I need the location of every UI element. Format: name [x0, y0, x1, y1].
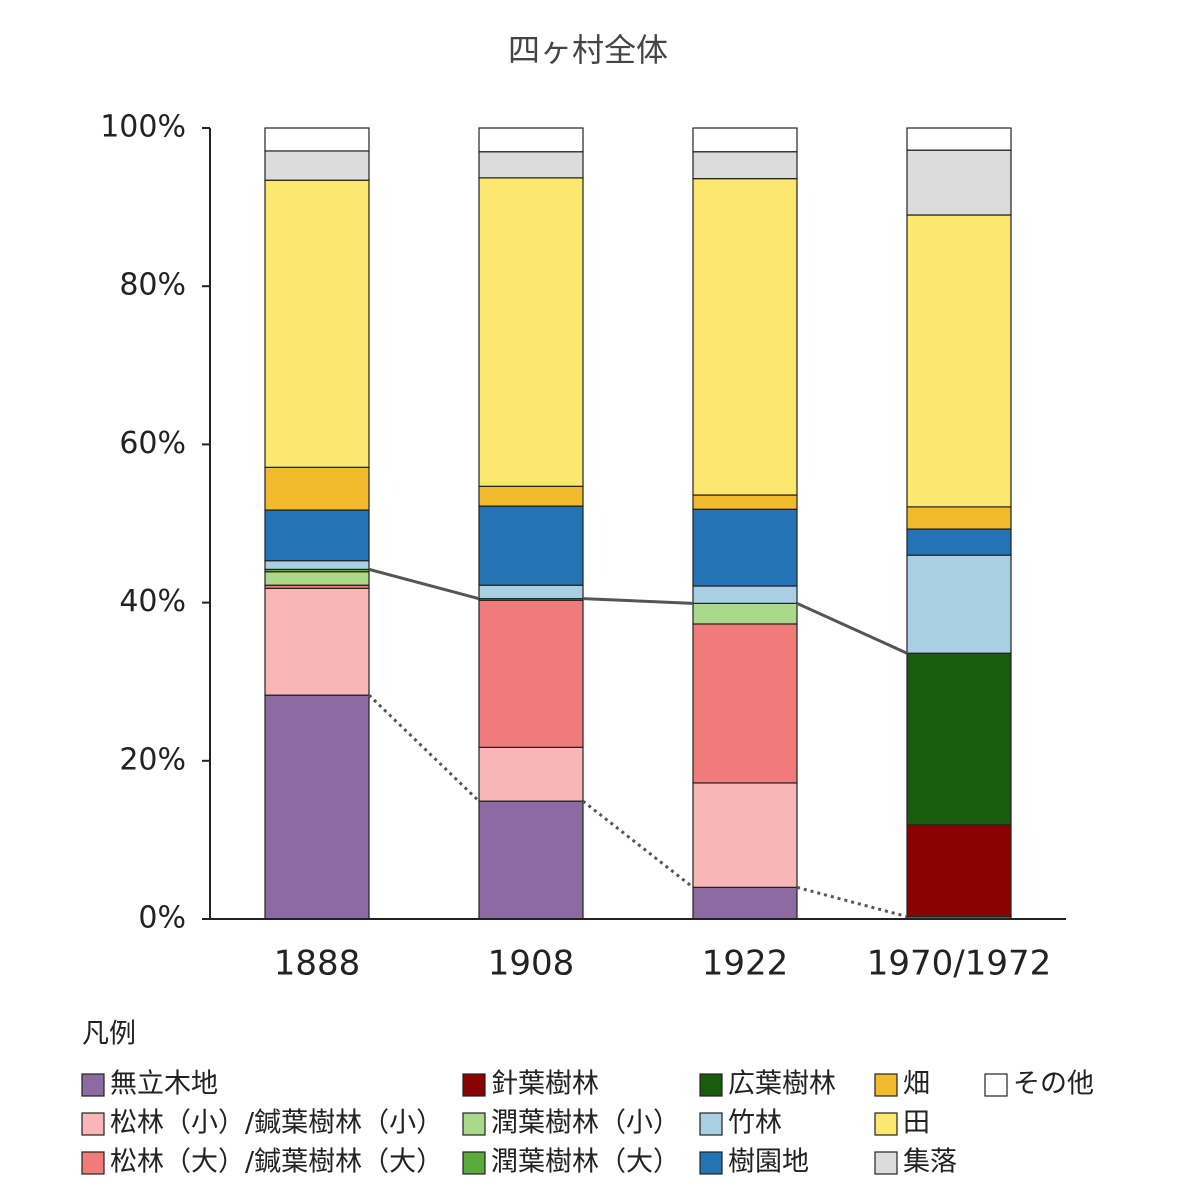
legend-label: 無立木地 [110, 1069, 218, 1100]
bar-segment [692, 602, 798, 625]
bar-segment [264, 694, 370, 920]
trend-connector [796, 885, 908, 919]
y-tick-label: 40% [119, 584, 186, 619]
bar-segment [692, 886, 798, 920]
bar-segment [692, 151, 798, 180]
bar-segment [264, 150, 370, 181]
bar-segment [478, 599, 584, 748]
bar-segment [478, 151, 584, 179]
legend-label: その他 [1013, 1069, 1094, 1100]
trend-connector [796, 602, 908, 655]
bar-segment [692, 508, 798, 587]
legend-label: 竹林 [728, 1108, 782, 1139]
legend-label: 松林（大）/鍼葉樹林（大） [110, 1147, 443, 1178]
x-tick-label: 1970/1972 [867, 944, 1052, 984]
legend-swatch [462, 1073, 486, 1097]
bar-segment [264, 560, 370, 570]
legend-swatch [81, 1073, 105, 1097]
bar-segment [478, 177, 584, 487]
bar-segment [692, 585, 798, 604]
bar-segment [478, 584, 584, 600]
legend-label: 針葉樹林 [491, 1069, 599, 1100]
legend-title: 凡例 [82, 1019, 136, 1050]
legend-label: 田 [903, 1108, 930, 1139]
legend-swatch [874, 1151, 898, 1175]
bar-segment [906, 652, 1012, 826]
legend-swatch [874, 1112, 898, 1136]
x-tick-label: 1908 [488, 944, 575, 984]
bar-segment [478, 127, 584, 153]
bar-segment [264, 179, 370, 468]
bar-segment [906, 554, 1012, 654]
y-tick-label: 100% [100, 110, 186, 145]
legend-label: 広葉樹林 [728, 1069, 836, 1100]
legend-label: 畑 [903, 1069, 930, 1100]
bar-segment [478, 746, 584, 802]
legend-label: 集落 [903, 1147, 957, 1178]
trend-connector [582, 799, 694, 889]
trend-connector [582, 597, 694, 605]
legend-swatch [984, 1073, 1008, 1097]
bar-segment [906, 149, 1012, 216]
x-tick-label: 1888 [274, 944, 361, 984]
legend-label: 潤葉樹林（小） [491, 1108, 680, 1139]
bar-segment [692, 494, 798, 510]
legend-label: 潤葉樹林（大） [491, 1147, 680, 1178]
bar-segment [478, 505, 584, 586]
legend-swatch [699, 1112, 723, 1136]
bar-segment [906, 824, 1012, 918]
bar-segment [264, 587, 370, 696]
bar-segment [692, 623, 798, 784]
legend-swatch [699, 1151, 723, 1175]
legend-label: 樹園地 [728, 1147, 809, 1178]
bar-segment [692, 178, 798, 496]
bar-segment [906, 506, 1012, 530]
bar-segment [478, 485, 584, 507]
legend-swatch [874, 1073, 898, 1097]
bar-segment [264, 127, 370, 152]
y-tick-label: 0% [138, 901, 186, 936]
bar-segment [692, 127, 798, 153]
bar-segment [906, 214, 1012, 508]
bar-segment [692, 782, 798, 888]
legend-swatch [462, 1151, 486, 1175]
trend-connector [367, 694, 481, 803]
legend-swatch [462, 1112, 486, 1136]
bar-segment [906, 127, 1012, 151]
legend-swatch [699, 1073, 723, 1097]
bar-segment [264, 466, 370, 511]
bar-segment [264, 571, 370, 586]
y-tick-label: 60% [119, 426, 186, 461]
chart-title: 四ヶ村全体 [508, 31, 668, 69]
x-tick-label: 1922 [702, 944, 789, 984]
legend-label: 松林（小）/鍼葉樹林（小） [110, 1108, 443, 1139]
bar-segment [264, 509, 370, 562]
legend-swatch [81, 1112, 105, 1136]
bar-segment [906, 528, 1012, 556]
bar-segment [478, 800, 584, 920]
y-tick-label: 20% [119, 742, 186, 777]
legend-swatch [81, 1151, 105, 1175]
trend-connector [368, 567, 480, 601]
y-tick-label: 80% [119, 268, 186, 303]
